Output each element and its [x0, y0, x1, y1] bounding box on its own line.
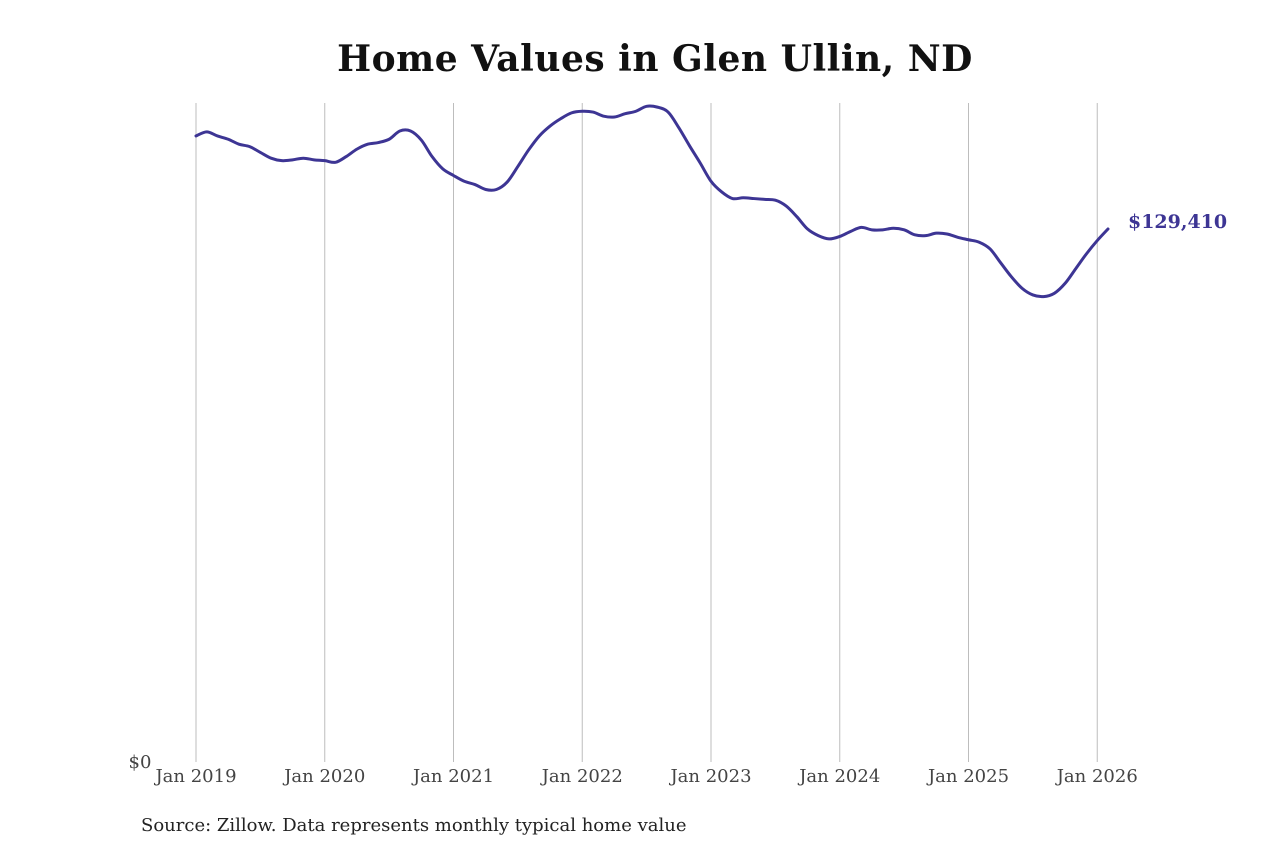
source-note: Source: Zillow. Data represents monthly …: [141, 815, 687, 836]
x-tick-label-2021: Jan 2021: [411, 766, 494, 787]
x-tick-label-2026: Jan 2026: [1055, 766, 1138, 787]
end-value-label: $129,410: [1128, 211, 1227, 233]
x-tick-label-2024: Jan 2024: [797, 766, 880, 787]
series-line: [194, 104, 1110, 299]
y-axis-zero-label: $0: [129, 752, 152, 773]
x-axis-ticks: Jan 2019 Jan 2020 Jan 2021 Jan 2022 Jan 2023…: [153, 766, 1137, 787]
x-tick-label-2022: Jan 2022: [540, 766, 623, 787]
series-layer: $129,410: [194, 104, 1227, 299]
x-tick-label-2023: Jan 2023: [668, 766, 751, 787]
x-tick-label-2019: Jan 2019: [153, 766, 236, 787]
gridlines: [195, 103, 1098, 762]
x-tick-label-2025: Jan 2025: [926, 766, 1009, 787]
chart-title: Home Values in Glen Ullin, ND: [337, 38, 973, 80]
x-tick-label-2020: Jan 2020: [282, 766, 365, 787]
